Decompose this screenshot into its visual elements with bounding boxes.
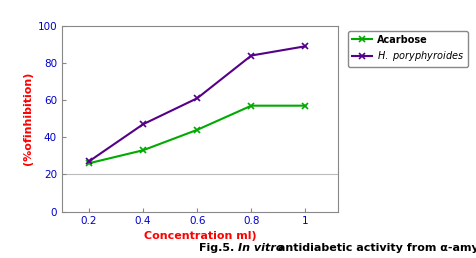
- X-axis label: Concentration ml): Concentration ml): [144, 231, 256, 241]
- Text: Fig.5.: Fig.5.: [199, 243, 238, 253]
- Text: In vitro: In vitro: [238, 243, 284, 253]
- Y-axis label: (%ofinhibition): (%ofinhibition): [23, 72, 33, 165]
- Text: antidiabetic activity from α-amylase: antidiabetic activity from α-amylase: [274, 243, 476, 253]
- Legend: Acarbose, $\it{H.\ poryphyroides}$: Acarbose, $\it{H.\ poryphyroides}$: [348, 31, 468, 67]
